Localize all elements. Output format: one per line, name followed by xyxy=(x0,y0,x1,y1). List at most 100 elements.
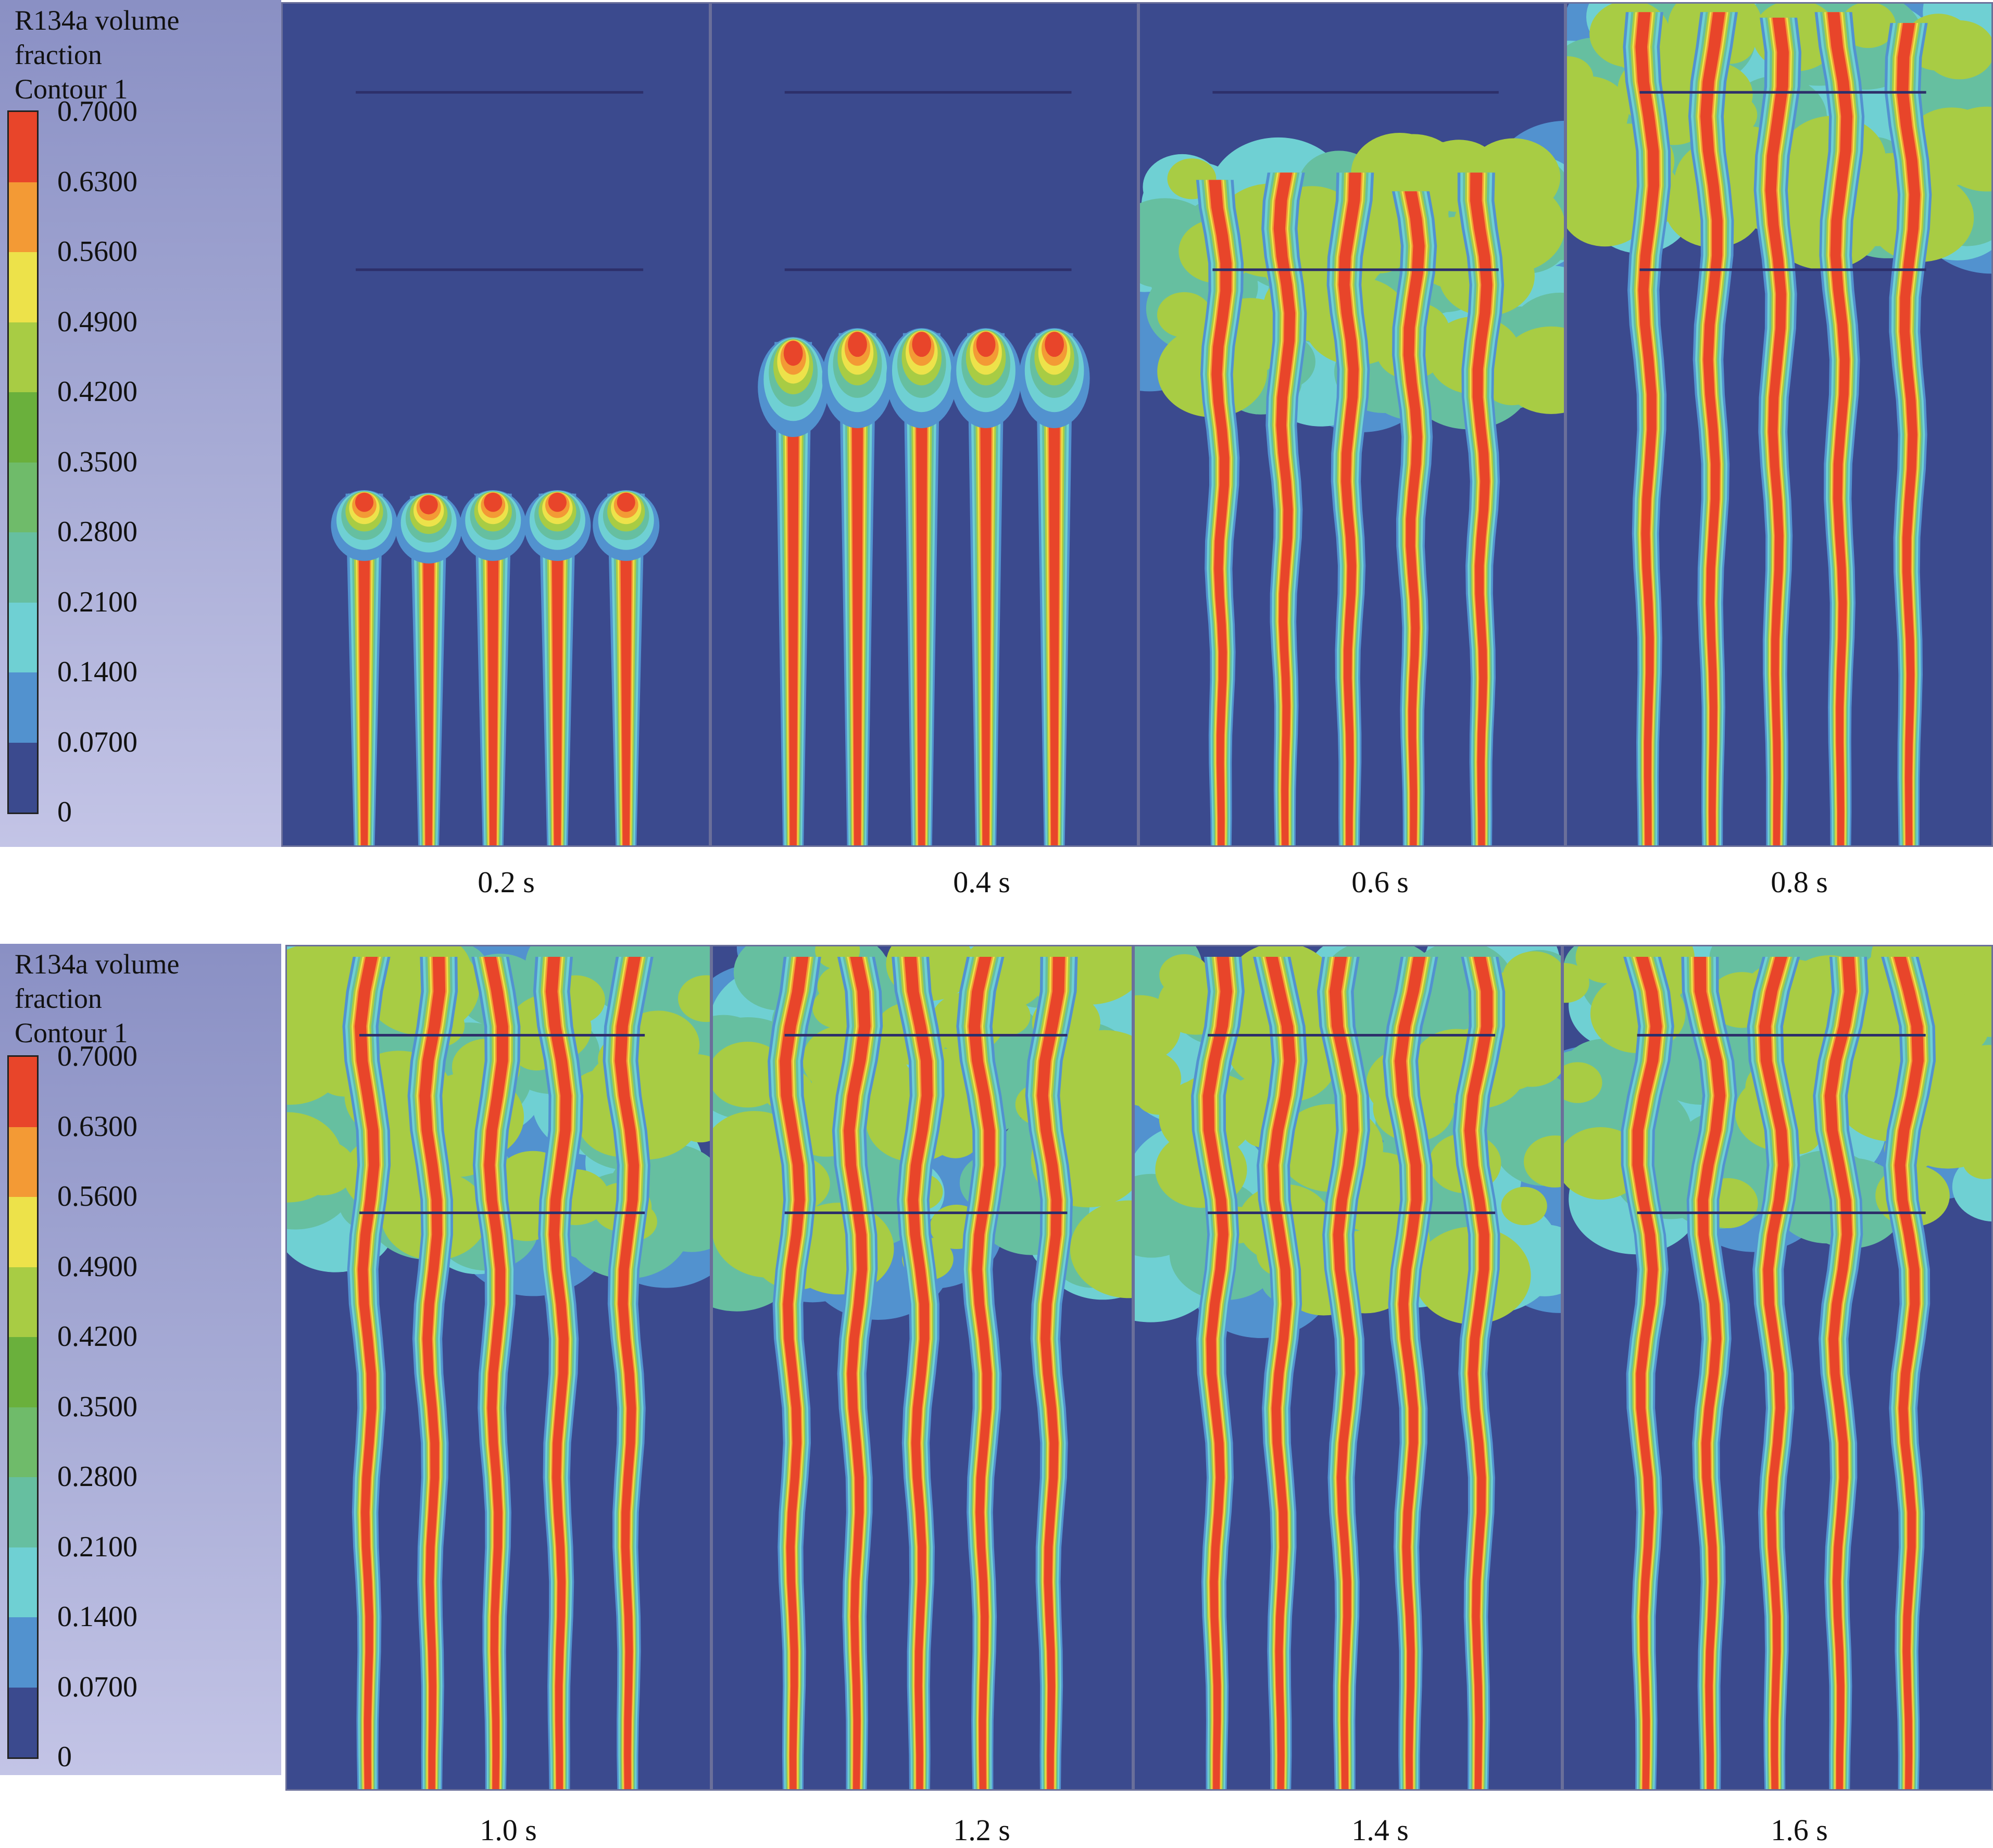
plume-stem xyxy=(1694,957,1726,1789)
legend-title-line-3: Contour 1 xyxy=(15,1017,128,1048)
colorbar xyxy=(7,110,39,814)
plume-stem xyxy=(1894,957,1924,1789)
legend-bottom: R134a volume fraction Contour 1 0.7000 0.… xyxy=(0,944,281,1775)
plume-stem xyxy=(1759,957,1789,1789)
plume-cap xyxy=(419,495,438,515)
colorbar-band xyxy=(9,1057,37,1127)
plume-cap xyxy=(1045,332,1064,357)
colorbar-band xyxy=(9,252,37,322)
plume-stem xyxy=(620,493,632,845)
colorbar-tick-label: 0.0700 xyxy=(57,726,137,758)
plume-cap xyxy=(484,492,503,512)
colorbar-band xyxy=(9,462,37,532)
mixing-blob xyxy=(1070,1200,1132,1298)
colorbar-band xyxy=(9,392,37,463)
plume-stem xyxy=(487,493,499,845)
colorbar-band xyxy=(9,1617,37,1688)
contour-panel-0.6s xyxy=(1138,2,1565,847)
plume-stem xyxy=(787,342,799,845)
plume-stem xyxy=(422,496,435,845)
colorbar-band xyxy=(9,112,37,182)
plume-stem xyxy=(968,957,995,1789)
plume-stem xyxy=(1827,12,1853,845)
mixing-blob xyxy=(1052,1053,1132,1139)
contour-plot xyxy=(1140,91,1564,845)
plume-stem xyxy=(916,333,928,845)
contour-panel-1.0s xyxy=(285,945,711,1791)
plume-cap xyxy=(976,332,996,357)
mixing-blob xyxy=(1159,954,1210,996)
colorbar-tick-label: 0.3500 xyxy=(57,1390,137,1423)
mixing-blob xyxy=(1524,1135,1561,1188)
plume-stem xyxy=(780,957,809,1789)
legend-title-line-1: R134a volume xyxy=(15,948,180,980)
contour-plot xyxy=(758,91,1090,845)
mixing-blob xyxy=(1962,1142,1991,1179)
contour-plot xyxy=(1135,946,1561,1789)
legend-title-line-2: fraction xyxy=(15,983,102,1014)
mixing-blob xyxy=(1501,1187,1547,1226)
plume-stem xyxy=(1338,172,1361,845)
mixing-blob xyxy=(678,975,710,1022)
mixing-blob xyxy=(1567,56,1594,99)
colorbar-band xyxy=(9,322,37,392)
colorbar-band xyxy=(9,1477,37,1547)
colorbar xyxy=(7,1055,39,1759)
colorbar-band xyxy=(9,1197,37,1267)
plume-stem xyxy=(1209,180,1232,845)
mixing-blob xyxy=(1368,160,1411,196)
colorbar-tick-label: 0.4900 xyxy=(57,305,137,338)
plume-cap xyxy=(548,492,567,512)
plume-stem xyxy=(615,957,641,1789)
plume-stem xyxy=(1765,17,1789,845)
plume-stem xyxy=(1897,23,1921,845)
colorbar-band xyxy=(9,1687,37,1757)
contour-plot xyxy=(713,946,1132,1789)
colorbar-tick-label: 0.2100 xyxy=(57,585,137,618)
plume-stem xyxy=(355,957,380,1789)
colorbar-band xyxy=(9,672,37,743)
legend-top: R134a volume fraction Contour 1 0.7000 0.… xyxy=(0,0,281,847)
legend-title-line-3: Contour 1 xyxy=(15,73,128,105)
plume-cap xyxy=(617,492,635,512)
colorbar-tick-label: 0.0700 xyxy=(57,1670,137,1703)
colorbar-band xyxy=(9,602,37,672)
colorbar-tick-label: 0.1400 xyxy=(57,1601,137,1633)
time-label: 1.4 s xyxy=(1351,1813,1409,1847)
mixing-blob xyxy=(300,1009,357,1057)
contour-plot xyxy=(1567,4,1991,845)
colorbar-tick-label: 0.6300 xyxy=(57,165,137,198)
mixing-blob xyxy=(1958,984,1991,1037)
colorbar-tick-label: 0.2100 xyxy=(57,1530,137,1563)
plume-stem xyxy=(904,957,933,1789)
contour-panel-0.2s xyxy=(281,2,710,847)
mixing-blob xyxy=(1936,1045,1991,1133)
colorbar-tick-label: 0.6300 xyxy=(57,1110,137,1143)
mixing-blob xyxy=(1564,1062,1602,1103)
plume-cap xyxy=(848,332,867,357)
legend-title: R134a volume fraction Contour 1 xyxy=(15,947,179,1050)
colorbar-tick-label: 0 xyxy=(57,1741,72,1773)
colorbar-tick-label: 0.2800 xyxy=(57,516,137,548)
contour-plot xyxy=(1564,946,1991,1789)
mixing-blob xyxy=(287,1112,342,1203)
plume-stem xyxy=(1823,957,1858,1789)
plume-cap xyxy=(912,332,932,357)
time-label: 1.2 s xyxy=(953,1813,1010,1847)
plume-stem xyxy=(844,957,871,1789)
plume-stem xyxy=(545,957,572,1789)
legend-title: R134a volume fraction Contour 1 xyxy=(15,3,179,106)
plume-stem xyxy=(1632,957,1662,1789)
plume-stem xyxy=(1635,12,1659,845)
colorbar-band xyxy=(9,1337,37,1407)
colorbar-tick-label: 0.2800 xyxy=(57,1460,137,1493)
colorbar-band xyxy=(9,1267,37,1337)
time-label: 0.8 s xyxy=(1771,865,1828,899)
mixing-blob xyxy=(1567,91,1628,145)
plume-stem xyxy=(1037,957,1066,1789)
plume-stem xyxy=(1403,191,1425,845)
mixing-blob xyxy=(1157,292,1212,338)
plume-stem xyxy=(419,957,446,1789)
plume-stem xyxy=(1470,172,1493,845)
time-label: 0.6 s xyxy=(1351,865,1409,899)
